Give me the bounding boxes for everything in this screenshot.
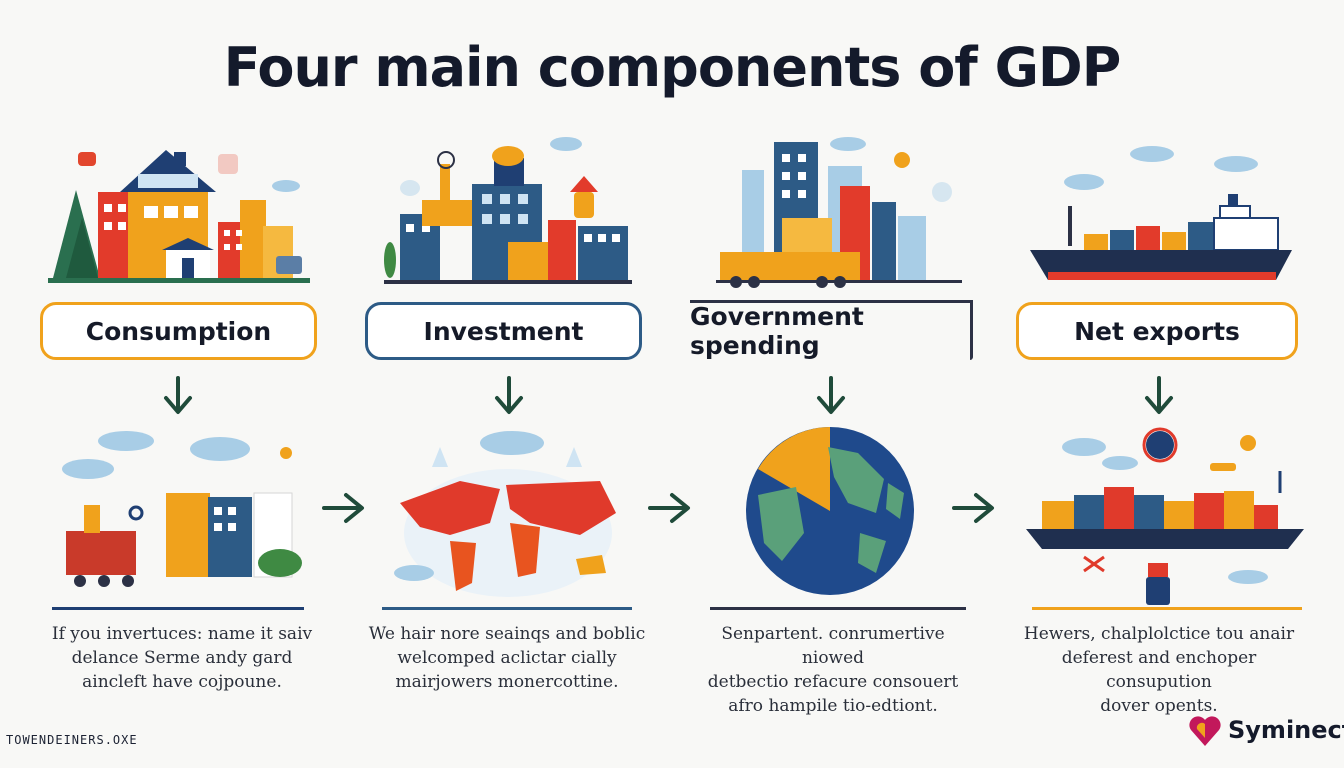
footer-site-text: TOWENDEINERS.OXE	[6, 733, 138, 747]
down-arrow-icon	[817, 376, 845, 414]
right-arrow-icon	[952, 493, 994, 523]
government-spending-description: Senpartent. conrumertive niowed detbecti…	[688, 622, 978, 718]
description-line: aincleft have cojpoune.	[82, 672, 282, 692]
description-line: dover opents.	[1100, 696, 1218, 716]
down-arrow-icon	[164, 376, 192, 414]
page-title: Four main components of GDP	[223, 36, 1122, 99]
investment-label: Investment	[423, 316, 584, 346]
down-arrow-icon	[495, 376, 523, 414]
brand-name: Syminect	[1228, 716, 1344, 744]
description-line: We hair nore seainqs and boblic	[368, 624, 646, 644]
description-line: mairjowers monercottine.	[395, 672, 619, 692]
description-line: deferest and enchoper consupution	[1061, 648, 1257, 692]
investment-label-box: Investment	[365, 302, 642, 360]
world-map-illustration	[382, 431, 632, 610]
down-arrow-icon	[1145, 376, 1173, 414]
description-line: Senpartent. conrumertive niowed	[721, 624, 945, 668]
government-spending-label: Government spending	[690, 302, 864, 360]
consumption-description: If you invertuces: name it saiv delance …	[37, 622, 327, 694]
government-spending-label-box: Government spending	[690, 300, 973, 360]
description-line: afro hampile tio-edtiont.	[728, 696, 938, 716]
description-line: Hewers, chalplolctice tou anair	[1023, 624, 1295, 644]
description-line: detbectio refacure consouert	[707, 672, 959, 692]
net-exports-description: Hewers, chalplolctice tou anair deferest…	[1014, 622, 1304, 718]
consumption-city-illustration	[48, 150, 310, 283]
description-line: delance Serme andy gard	[71, 648, 293, 668]
description-line: welcomped aclictar cially	[397, 648, 617, 668]
government-city-illustration	[716, 137, 962, 288]
consumption-industry-illustration	[52, 431, 304, 610]
brand-logo: Syminect	[1188, 712, 1344, 748]
net-exports-label: Net exports	[1074, 316, 1240, 346]
right-arrow-icon	[648, 493, 690, 523]
net-exports-ship-illustration	[1030, 146, 1292, 280]
description-line: If you invertuces: name it saiv	[51, 624, 313, 644]
consumption-label-box: Consumption	[40, 302, 317, 360]
investment-description: We hair nore seainqs and boblic welcompe…	[362, 622, 652, 694]
globe-pie-illustration	[710, 427, 966, 610]
right-arrow-icon	[322, 493, 364, 523]
exports-cargo-illustration	[1026, 427, 1304, 610]
investment-city-illustration	[384, 137, 632, 284]
brand-heart-icon	[1189, 716, 1221, 746]
net-exports-label-box: Net exports	[1016, 302, 1298, 360]
consumption-label: Consumption	[85, 316, 272, 346]
